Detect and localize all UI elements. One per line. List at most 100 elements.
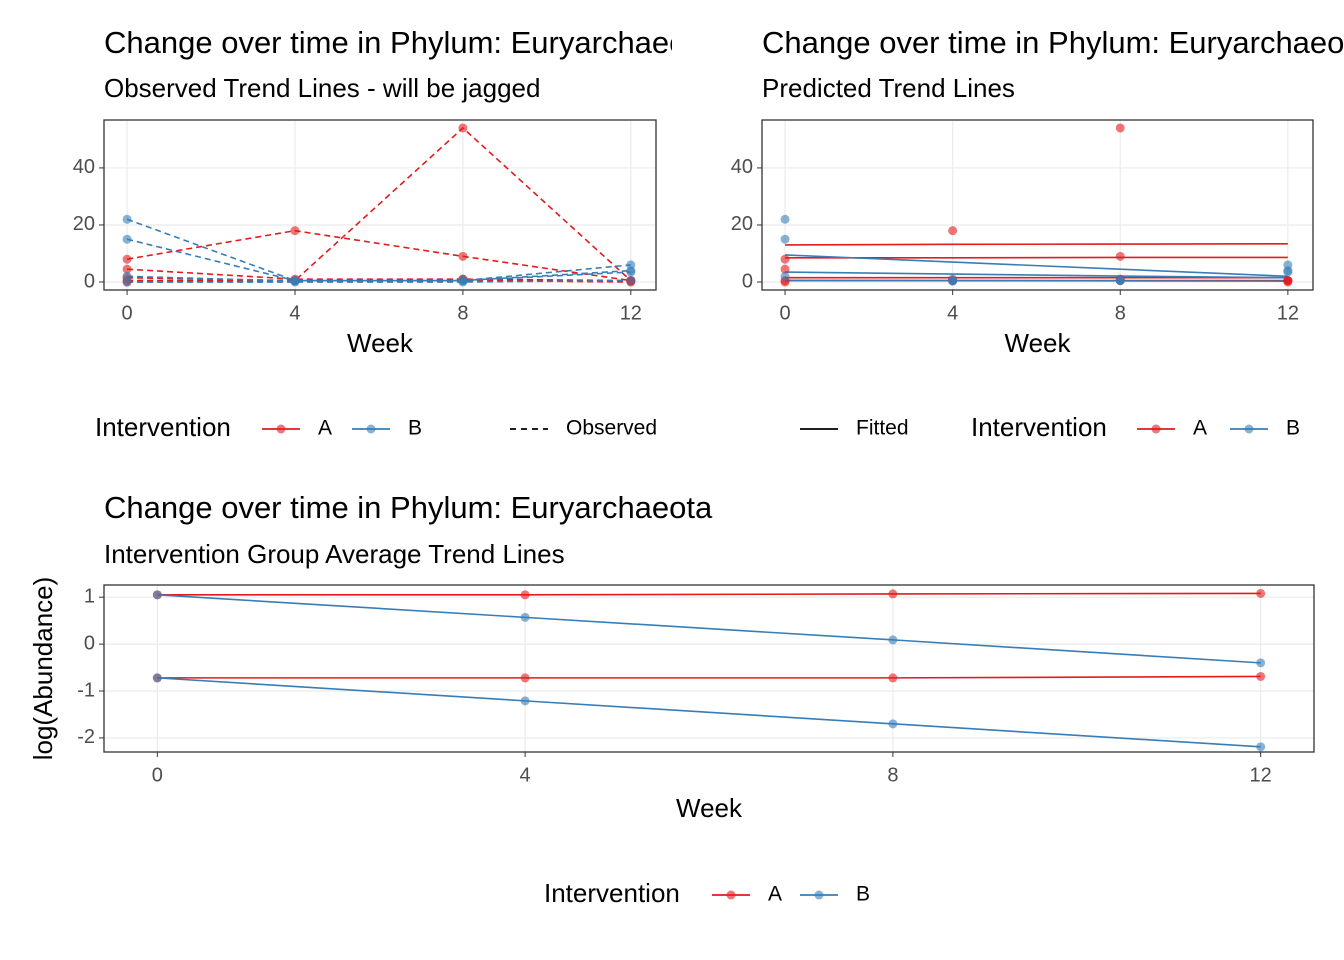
legend-label: A <box>768 883 782 906</box>
data-point <box>1115 276 1125 286</box>
y-tick-label: 40 <box>73 156 95 178</box>
data-point <box>1283 277 1293 287</box>
legend-title: Intervention <box>544 878 680 908</box>
x-tick-label: 8 <box>457 302 468 324</box>
legend-key-point <box>1151 424 1161 434</box>
data-point <box>626 267 636 277</box>
legend-label: Observed <box>566 417 657 440</box>
chart-subtitle: Observed Trend Lines - will be jagged <box>104 73 540 103</box>
data-point <box>1283 267 1293 277</box>
data-point <box>626 276 636 286</box>
data-point <box>780 264 790 274</box>
data-point <box>1115 123 1125 133</box>
plot-background <box>762 120 1313 290</box>
plot-background <box>104 120 656 290</box>
data-point <box>1115 251 1125 261</box>
y-tick-label: -2 <box>77 726 95 748</box>
plot-border <box>761 119 1314 291</box>
data-point <box>948 276 958 286</box>
legend-key-point <box>814 890 824 900</box>
y-axis-title: log(Abundance) <box>28 577 58 761</box>
data-point <box>152 673 162 683</box>
series-line <box>127 279 631 283</box>
series-line <box>126 229 631 282</box>
data-point <box>458 123 468 133</box>
y-tick-label: 40 <box>731 156 753 178</box>
data-point <box>122 277 132 287</box>
x-tick-label: 0 <box>779 302 790 324</box>
plot-border <box>103 584 1315 753</box>
y-tick-label: 0 <box>84 270 95 292</box>
data-point <box>152 590 162 600</box>
x-tick-label: 0 <box>152 764 163 786</box>
data-point <box>458 251 468 261</box>
legend-key-point <box>726 890 736 900</box>
legend-key-point <box>276 424 286 434</box>
data-point <box>948 226 958 236</box>
data-point <box>780 234 790 244</box>
legend-label: B <box>856 883 870 906</box>
data-point <box>1256 671 1266 681</box>
panel: 0 20 40 0 4 8 12 <box>731 119 1314 324</box>
series-line <box>157 677 1261 748</box>
data-point <box>1256 742 1266 752</box>
plot-background <box>104 585 1314 752</box>
data-point <box>888 719 898 729</box>
data-point <box>888 635 898 645</box>
panel: 0 20 40 0 4 8 12 <box>73 119 657 324</box>
data-point <box>520 696 530 706</box>
data-point <box>122 214 132 224</box>
data-point <box>520 612 530 622</box>
data-point <box>122 264 132 274</box>
legend-label: Fitted <box>856 417 909 440</box>
x-tick-label: 0 <box>122 302 133 324</box>
legend-title: Intervention <box>95 412 231 442</box>
x-tick-label: 4 <box>289 302 300 324</box>
x-tick-label: 4 <box>947 302 958 324</box>
series-line <box>157 592 1261 596</box>
x-axis-title: Week <box>347 328 414 358</box>
legend-label: B <box>1286 417 1300 440</box>
panel: -2 -1 0 1 0 4 8 12 <box>77 584 1315 786</box>
chart-title: Change over time in Phylum: Euryarchaeot… <box>104 25 713 60</box>
series-line <box>785 279 1288 282</box>
series-line <box>126 238 631 282</box>
data-point <box>780 214 790 224</box>
legend-label: A <box>1193 417 1207 440</box>
x-tick-label: 4 <box>520 764 531 786</box>
x-tick-label: 12 <box>1277 302 1299 324</box>
legend-label: B <box>408 417 422 440</box>
data-point <box>780 254 790 264</box>
chart-subtitle: Predicted Trend Lines <box>762 73 1015 103</box>
series-line <box>785 242 1288 246</box>
y-tick-label: 0 <box>742 270 753 292</box>
data-point <box>290 277 300 287</box>
x-axis-title: Week <box>1005 328 1072 358</box>
data-point <box>520 673 530 683</box>
data-point <box>1256 658 1266 668</box>
chart-title: Change over time in Phylum: Euryarchaeot… <box>762 25 1344 60</box>
data-point <box>290 226 300 236</box>
data-point <box>888 673 898 683</box>
data-point <box>520 590 530 600</box>
y-tick-label: 20 <box>73 213 95 235</box>
x-tick-label: 12 <box>1250 764 1272 786</box>
data-point <box>780 271 790 281</box>
series-line <box>157 594 1261 664</box>
data-point <box>1256 588 1266 598</box>
x-tick-label: 8 <box>1115 302 1126 324</box>
plot-border <box>103 119 657 291</box>
titles: Change over time in Phylum: Euryarchaeot… <box>104 25 713 103</box>
y-tick-label: 20 <box>731 213 753 235</box>
series-line <box>785 271 1288 279</box>
data-point <box>122 234 132 244</box>
legend-title: Intervention <box>971 412 1107 442</box>
titles: Change over time in Phylum: Euryarchaeot… <box>762 25 1344 103</box>
series-line <box>157 675 1261 679</box>
series-line <box>785 254 1288 278</box>
legend-key-point <box>1244 424 1254 434</box>
x-tick-label: 8 <box>887 764 898 786</box>
y-tick-label: -1 <box>77 679 95 701</box>
series-line <box>127 271 631 282</box>
